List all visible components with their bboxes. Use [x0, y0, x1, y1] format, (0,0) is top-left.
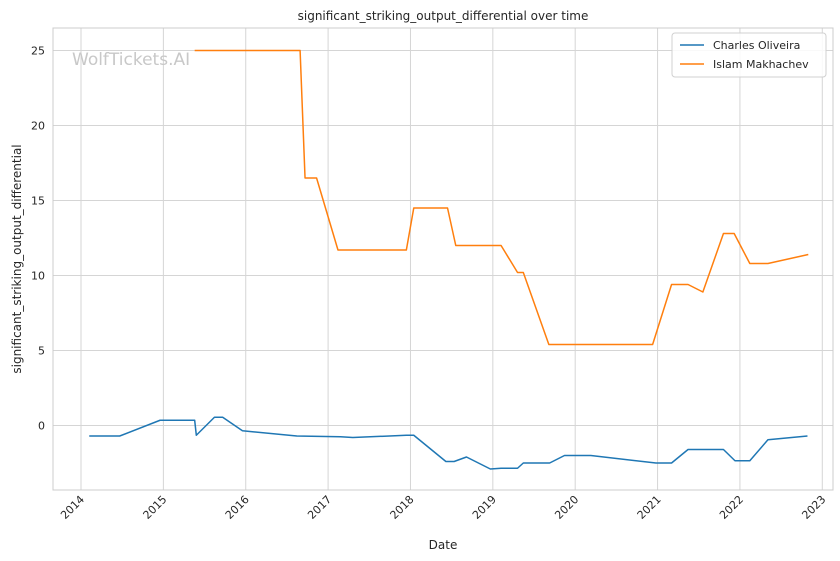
legend-box — [671, 32, 827, 78]
x-axis-title: Date — [429, 538, 458, 552]
series-line-charles-oliveira — [89, 416, 808, 470]
x-tick-label: 2016 — [223, 493, 252, 522]
y-tick-label: 15 — [31, 195, 45, 208]
x-tick-label: 2017 — [305, 493, 334, 522]
x-tick-label: 2014 — [58, 493, 87, 522]
y-axis-title: significant_striking_output_differential — [10, 144, 24, 373]
x-tick-label: 2018 — [388, 493, 417, 522]
y-tick-label: 10 — [31, 270, 45, 283]
y-tick-label: 20 — [31, 120, 45, 133]
x-tick-label: 2019 — [470, 493, 499, 522]
legend-label-islam-makhachev: Islam Makhachev — [713, 58, 809, 71]
watermark: WolfTickets.AI — [72, 50, 190, 70]
y-tick-label: 25 — [31, 45, 45, 58]
series-lines — [89, 49, 809, 470]
chart-title: significant_striking_output_differential… — [298, 9, 589, 23]
series-line-islam-makhachev — [194, 49, 809, 346]
legend-label-charles-oliveira: Charles Oliveira — [713, 39, 800, 52]
x-tick-label: 2020 — [552, 493, 581, 522]
x-tick-label: 2015 — [140, 493, 169, 522]
legend: Charles Oliveira Islam Makhachev — [671, 32, 827, 78]
plot-area — [53, 28, 833, 490]
x-tick-label: 2021 — [635, 493, 664, 522]
x-tick-label: 2022 — [717, 493, 746, 522]
y-tick-label: 5 — [38, 345, 45, 358]
grid-lines — [53, 28, 833, 490]
plot-frame — [52, 27, 834, 491]
x-tick-label: 2023 — [799, 493, 828, 522]
y-tick-label: 0 — [38, 420, 45, 433]
